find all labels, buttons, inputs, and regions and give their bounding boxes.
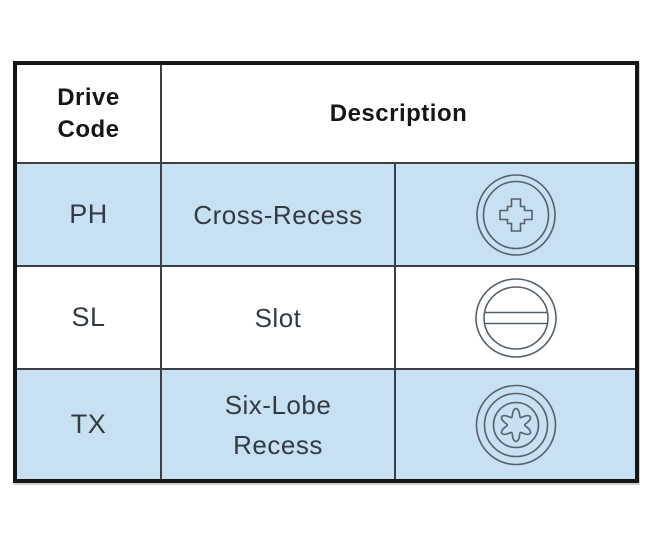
drive-code-value: PH	[69, 199, 108, 229]
table-row-tx-description-cell: Six-Lobe Recess	[162, 370, 394, 479]
table-row-sl-code-cell: SL	[17, 267, 160, 368]
table-row-ph-description-cell: Cross-Recess	[162, 164, 394, 265]
drive-code-table: Drive Code Description PH Cross-Recess S…	[13, 61, 639, 483]
slot-icon	[474, 277, 557, 358]
description-value: Slot	[254, 302, 302, 333]
table-row-ph-code-cell: PH	[17, 164, 160, 265]
table-row-ph-icon-cell	[396, 164, 635, 265]
drive-code-value: SL	[71, 302, 106, 332]
six-lobe-recess-icon	[475, 384, 556, 465]
table-row-sl-icon-cell	[396, 267, 635, 368]
six-lobe-path	[500, 407, 531, 442]
table-row-sl-description-cell: Slot	[162, 267, 394, 368]
cross-recess-icon	[475, 173, 556, 256]
drive-code-value: TX	[70, 409, 107, 439]
table-row-tx-icon-cell	[396, 370, 635, 479]
description-value: Six-Lobe Recess	[224, 389, 332, 460]
description-header-label: Description	[329, 99, 468, 127]
table-row-tx-code-cell: TX	[17, 370, 160, 479]
drive-code-header-label: Drive Code	[57, 83, 120, 143]
header-cell-description: Description	[162, 65, 635, 162]
header-cell-drive-code: Drive Code	[17, 65, 160, 162]
description-value: Cross-Recess	[193, 199, 363, 230]
